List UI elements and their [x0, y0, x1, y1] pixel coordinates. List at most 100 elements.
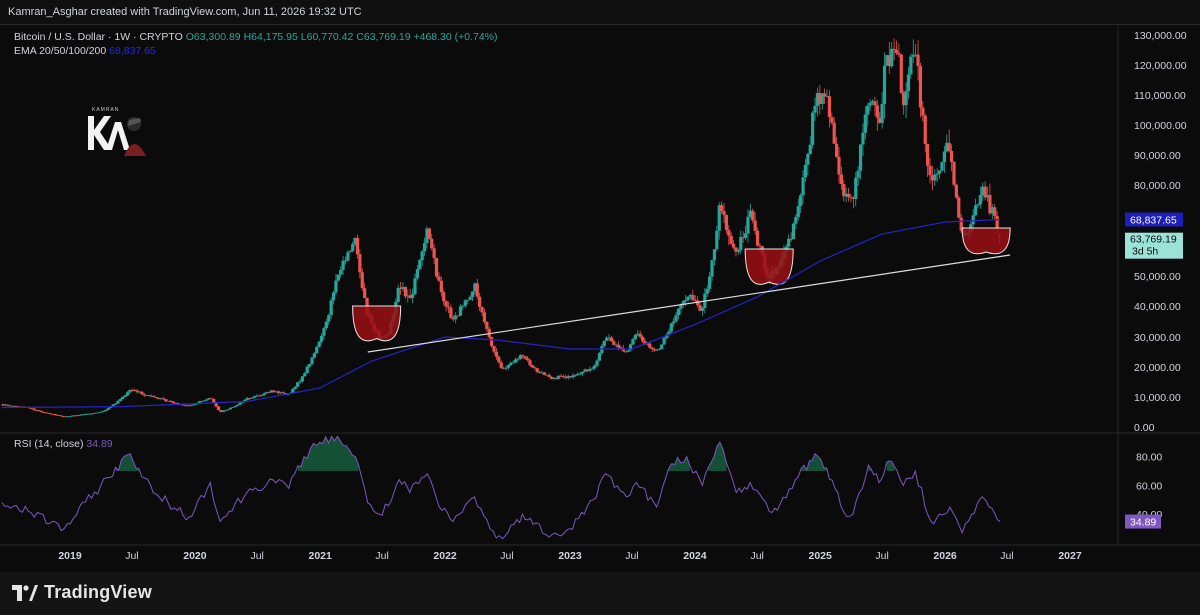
candle	[245, 397, 249, 401]
candle	[978, 186, 982, 209]
candle	[231, 407, 235, 408]
candle-body	[307, 364, 312, 367]
candle	[300, 376, 304, 383]
candle-body	[214, 402, 218, 407]
candle	[255, 394, 259, 398]
chart-frame[interactable]: 2019 Jul 2020 Jul 2021 Jul 2022 Jul 2023 Jul 2024 J…	[0, 24, 1200, 573]
candle-body	[413, 278, 417, 295]
candle	[272, 389, 276, 393]
tradingview-logo[interactable]: TradingView	[12, 582, 152, 603]
candle	[533, 366, 537, 370]
candle-body	[255, 395, 259, 397]
candle-body	[226, 409, 230, 411]
candle-body	[331, 292, 336, 301]
candle-body	[959, 217, 963, 231]
candle	[56, 414, 60, 416]
candle-body	[157, 397, 161, 400]
candle	[523, 356, 527, 360]
candle	[820, 92, 824, 110]
candle-body	[715, 230, 719, 250]
candle-body	[219, 410, 223, 413]
candle-body	[355, 237, 360, 255]
author-watermark: KAMRAN	[84, 104, 150, 162]
candle-body	[808, 144, 812, 155]
candle	[808, 135, 812, 155]
candle	[61, 415, 65, 417]
candle-body	[274, 391, 278, 393]
candle	[63, 416, 67, 418]
candle	[317, 340, 321, 348]
candle	[190, 404, 194, 406]
candle	[537, 371, 542, 374]
price-tick-label: 10,000.00	[1134, 392, 1181, 404]
candle	[593, 364, 597, 371]
candle-body	[204, 399, 209, 401]
candle	[135, 389, 139, 394]
candle	[408, 289, 412, 300]
candle	[739, 230, 743, 254]
candle	[664, 333, 669, 340]
candle	[832, 117, 836, 144]
candle	[164, 398, 168, 402]
candle-body	[101, 411, 106, 412]
price-tick-label: 0.00	[1134, 422, 1155, 434]
candle	[276, 390, 281, 395]
candle	[97, 412, 101, 414]
watermark-k-glyph	[88, 116, 112, 150]
candle	[930, 166, 935, 191]
candle	[959, 213, 963, 233]
candle	[914, 43, 918, 58]
candle	[626, 350, 630, 353]
candle-body	[880, 103, 884, 124]
candle-body	[921, 107, 925, 116]
candle-body	[427, 228, 431, 239]
candle-body	[655, 349, 659, 351]
candle	[676, 308, 681, 320]
candle-body	[633, 334, 637, 340]
candle-body	[645, 343, 649, 345]
candle-body	[408, 295, 412, 298]
candle	[351, 241, 355, 253]
legend-high: H64,175.95	[243, 31, 298, 43]
candle-body	[245, 398, 249, 400]
candle-body	[995, 215, 999, 229]
candle-body	[272, 390, 276, 393]
chart-canvas[interactable]: 2019 Jul 2020 Jul 2021 Jul 2022 Jul 2023 Jul 2024 J…	[0, 25, 1200, 573]
candle	[116, 400, 120, 404]
candle	[439, 276, 443, 297]
candle-body	[401, 286, 405, 290]
candle-body	[679, 304, 683, 309]
candle	[863, 105, 867, 140]
legend-close: C63,769.19	[356, 31, 411, 43]
candle-body	[803, 164, 808, 178]
candle	[566, 374, 570, 380]
candle	[202, 400, 206, 402]
candle	[806, 152, 810, 176]
candle	[422, 237, 427, 256]
candle	[916, 40, 920, 81]
candle	[923, 113, 927, 153]
candle-body	[755, 230, 760, 246]
price-tick-label: 120,000.00	[1134, 60, 1187, 72]
candle	[590, 366, 594, 370]
candle-body	[978, 195, 982, 205]
candle-body	[176, 403, 180, 405]
candle-body	[279, 392, 283, 394]
candle	[30, 408, 34, 410]
candle-body	[619, 347, 623, 349]
candle-body	[240, 401, 245, 403]
candle-body	[499, 362, 503, 368]
candle-body	[434, 258, 439, 277]
candle	[341, 255, 345, 275]
time-tick-label: 2022	[433, 550, 457, 562]
candle	[528, 358, 532, 367]
candle	[427, 227, 431, 240]
candle-body	[116, 401, 120, 404]
candle	[569, 375, 573, 379]
candle-body	[482, 312, 487, 322]
candle	[926, 143, 930, 177]
candle-body	[142, 394, 146, 396]
candle-body	[420, 251, 424, 261]
candle	[166, 400, 170, 402]
candle-body	[616, 344, 621, 348]
